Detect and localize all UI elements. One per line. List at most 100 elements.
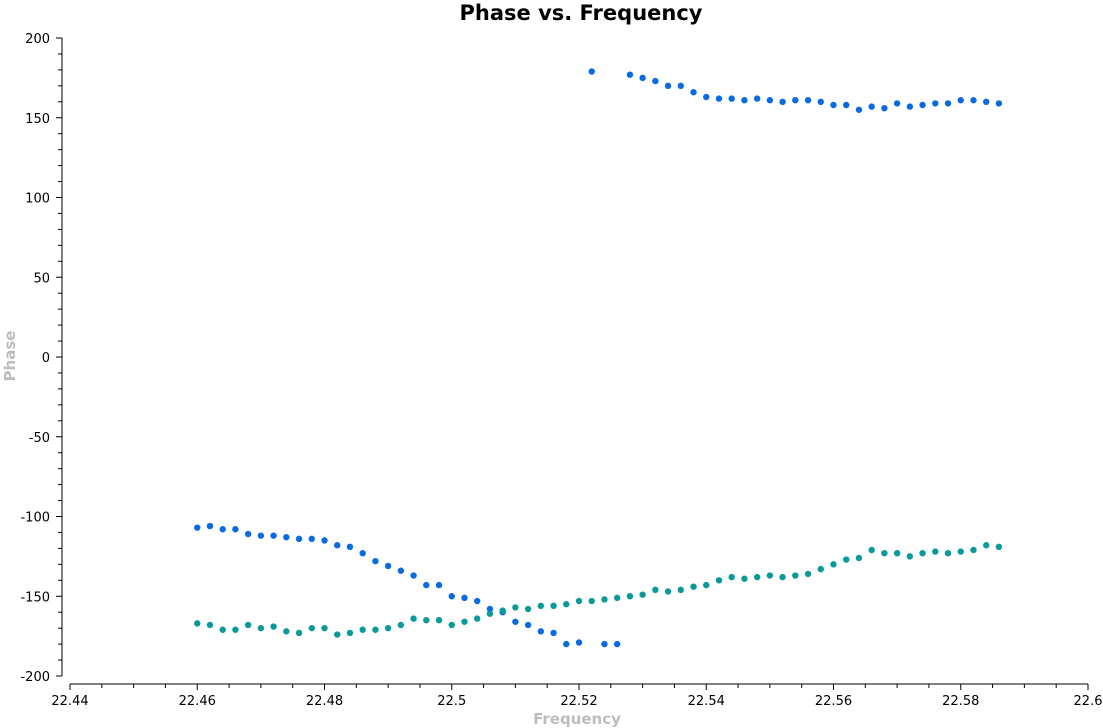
y-axis-ticks: 200 150 100 50 0 -50 -100 -150 -200 — [20, 32, 62, 685]
y-axis-label: Phase — [1, 331, 19, 382]
data-point — [817, 565, 824, 573]
data-point — [690, 583, 697, 590]
data-point — [524, 621, 532, 629]
data-point — [563, 601, 570, 608]
y-tick-label: 50 — [33, 271, 50, 286]
data-point — [804, 97, 812, 104]
data-point — [906, 553, 914, 560]
data-point — [232, 626, 239, 633]
series-2 — [194, 542, 1003, 638]
data-point — [843, 556, 850, 563]
data-point — [715, 577, 723, 584]
data-point — [983, 542, 990, 549]
data-point — [435, 581, 443, 589]
data-point — [919, 101, 926, 109]
data-point — [601, 640, 608, 648]
data-point — [372, 557, 379, 565]
data-point — [753, 95, 761, 102]
data-point — [957, 548, 964, 555]
data-point — [792, 97, 799, 104]
chart-title: Phase vs. Frequency — [460, 1, 703, 25]
y-tick-label: 200 — [25, 32, 50, 47]
data-point — [932, 100, 939, 107]
data-point — [779, 573, 786, 581]
data-point — [423, 616, 430, 624]
data-point — [919, 549, 926, 557]
data-point — [308, 624, 315, 632]
data-point — [626, 71, 634, 78]
data-point — [944, 549, 952, 557]
data-point — [677, 586, 684, 594]
data-point — [244, 621, 252, 629]
x-axis-ticks: 22.44 22.46 22.48 22.5 22.52 22.54 22.56 22.58 2… — [51, 684, 1102, 709]
data-point — [384, 562, 392, 570]
y-tick-label: 0 — [42, 351, 50, 366]
data-point — [537, 602, 545, 610]
data-point — [435, 616, 443, 624]
x-tick-label: 22.52 — [560, 694, 597, 709]
x-tick-label: 22.48 — [306, 694, 343, 709]
y-tick-label: -100 — [20, 511, 50, 526]
data-point — [270, 623, 277, 630]
data-point — [219, 626, 226, 633]
data-point — [308, 535, 315, 543]
data-point — [397, 621, 405, 629]
data-point — [283, 534, 290, 541]
data-point — [244, 530, 252, 538]
data-point — [397, 567, 405, 574]
data-point — [410, 572, 417, 579]
data-point — [575, 597, 583, 605]
data-point — [868, 546, 875, 554]
y-tick-label: 100 — [25, 192, 50, 207]
data-point — [474, 597, 481, 605]
y-tick-label: 150 — [25, 112, 50, 127]
data-point — [410, 615, 417, 622]
x-tick-label: 22.6 — [1074, 694, 1103, 709]
data-point — [334, 542, 341, 549]
data-point — [601, 596, 608, 603]
data-point — [550, 629, 557, 637]
x-tick-label: 22.46 — [179, 694, 216, 709]
data-point — [575, 639, 583, 646]
data-point — [334, 631, 341, 638]
data-point — [970, 546, 977, 554]
data-point — [741, 575, 748, 582]
data-point — [461, 594, 468, 602]
data-point — [893, 549, 901, 557]
data-point — [613, 594, 621, 602]
data-point — [970, 97, 977, 104]
data-point — [346, 543, 354, 551]
data-point — [194, 620, 201, 627]
data-point — [817, 98, 824, 106]
data-point — [295, 535, 303, 543]
x-tick-label: 22.5 — [437, 694, 466, 709]
data-point — [563, 640, 570, 648]
data-point — [703, 581, 710, 589]
data-point — [779, 98, 786, 106]
data-point — [372, 626, 379, 633]
data-point — [194, 524, 201, 531]
series-1 — [194, 68, 1003, 648]
data-point — [206, 621, 214, 629]
data-point — [652, 586, 659, 594]
data-point — [384, 624, 392, 632]
data-point — [613, 640, 621, 648]
data-point — [881, 104, 888, 112]
data-point — [257, 624, 265, 632]
data-point — [906, 103, 914, 110]
y-tick-label: -200 — [20, 670, 50, 685]
data-point — [983, 98, 990, 106]
y-tick-label: -50 — [29, 431, 50, 446]
data-point — [588, 597, 595, 605]
data-point — [283, 628, 290, 635]
data-point — [664, 588, 672, 595]
data-point — [868, 103, 875, 110]
data-point — [448, 621, 455, 629]
x-tick-label: 22.54 — [688, 694, 725, 709]
data-point — [512, 618, 519, 625]
data-point — [703, 93, 710, 101]
data-point — [944, 100, 952, 107]
data-point — [830, 561, 837, 568]
data-point — [448, 593, 455, 600]
